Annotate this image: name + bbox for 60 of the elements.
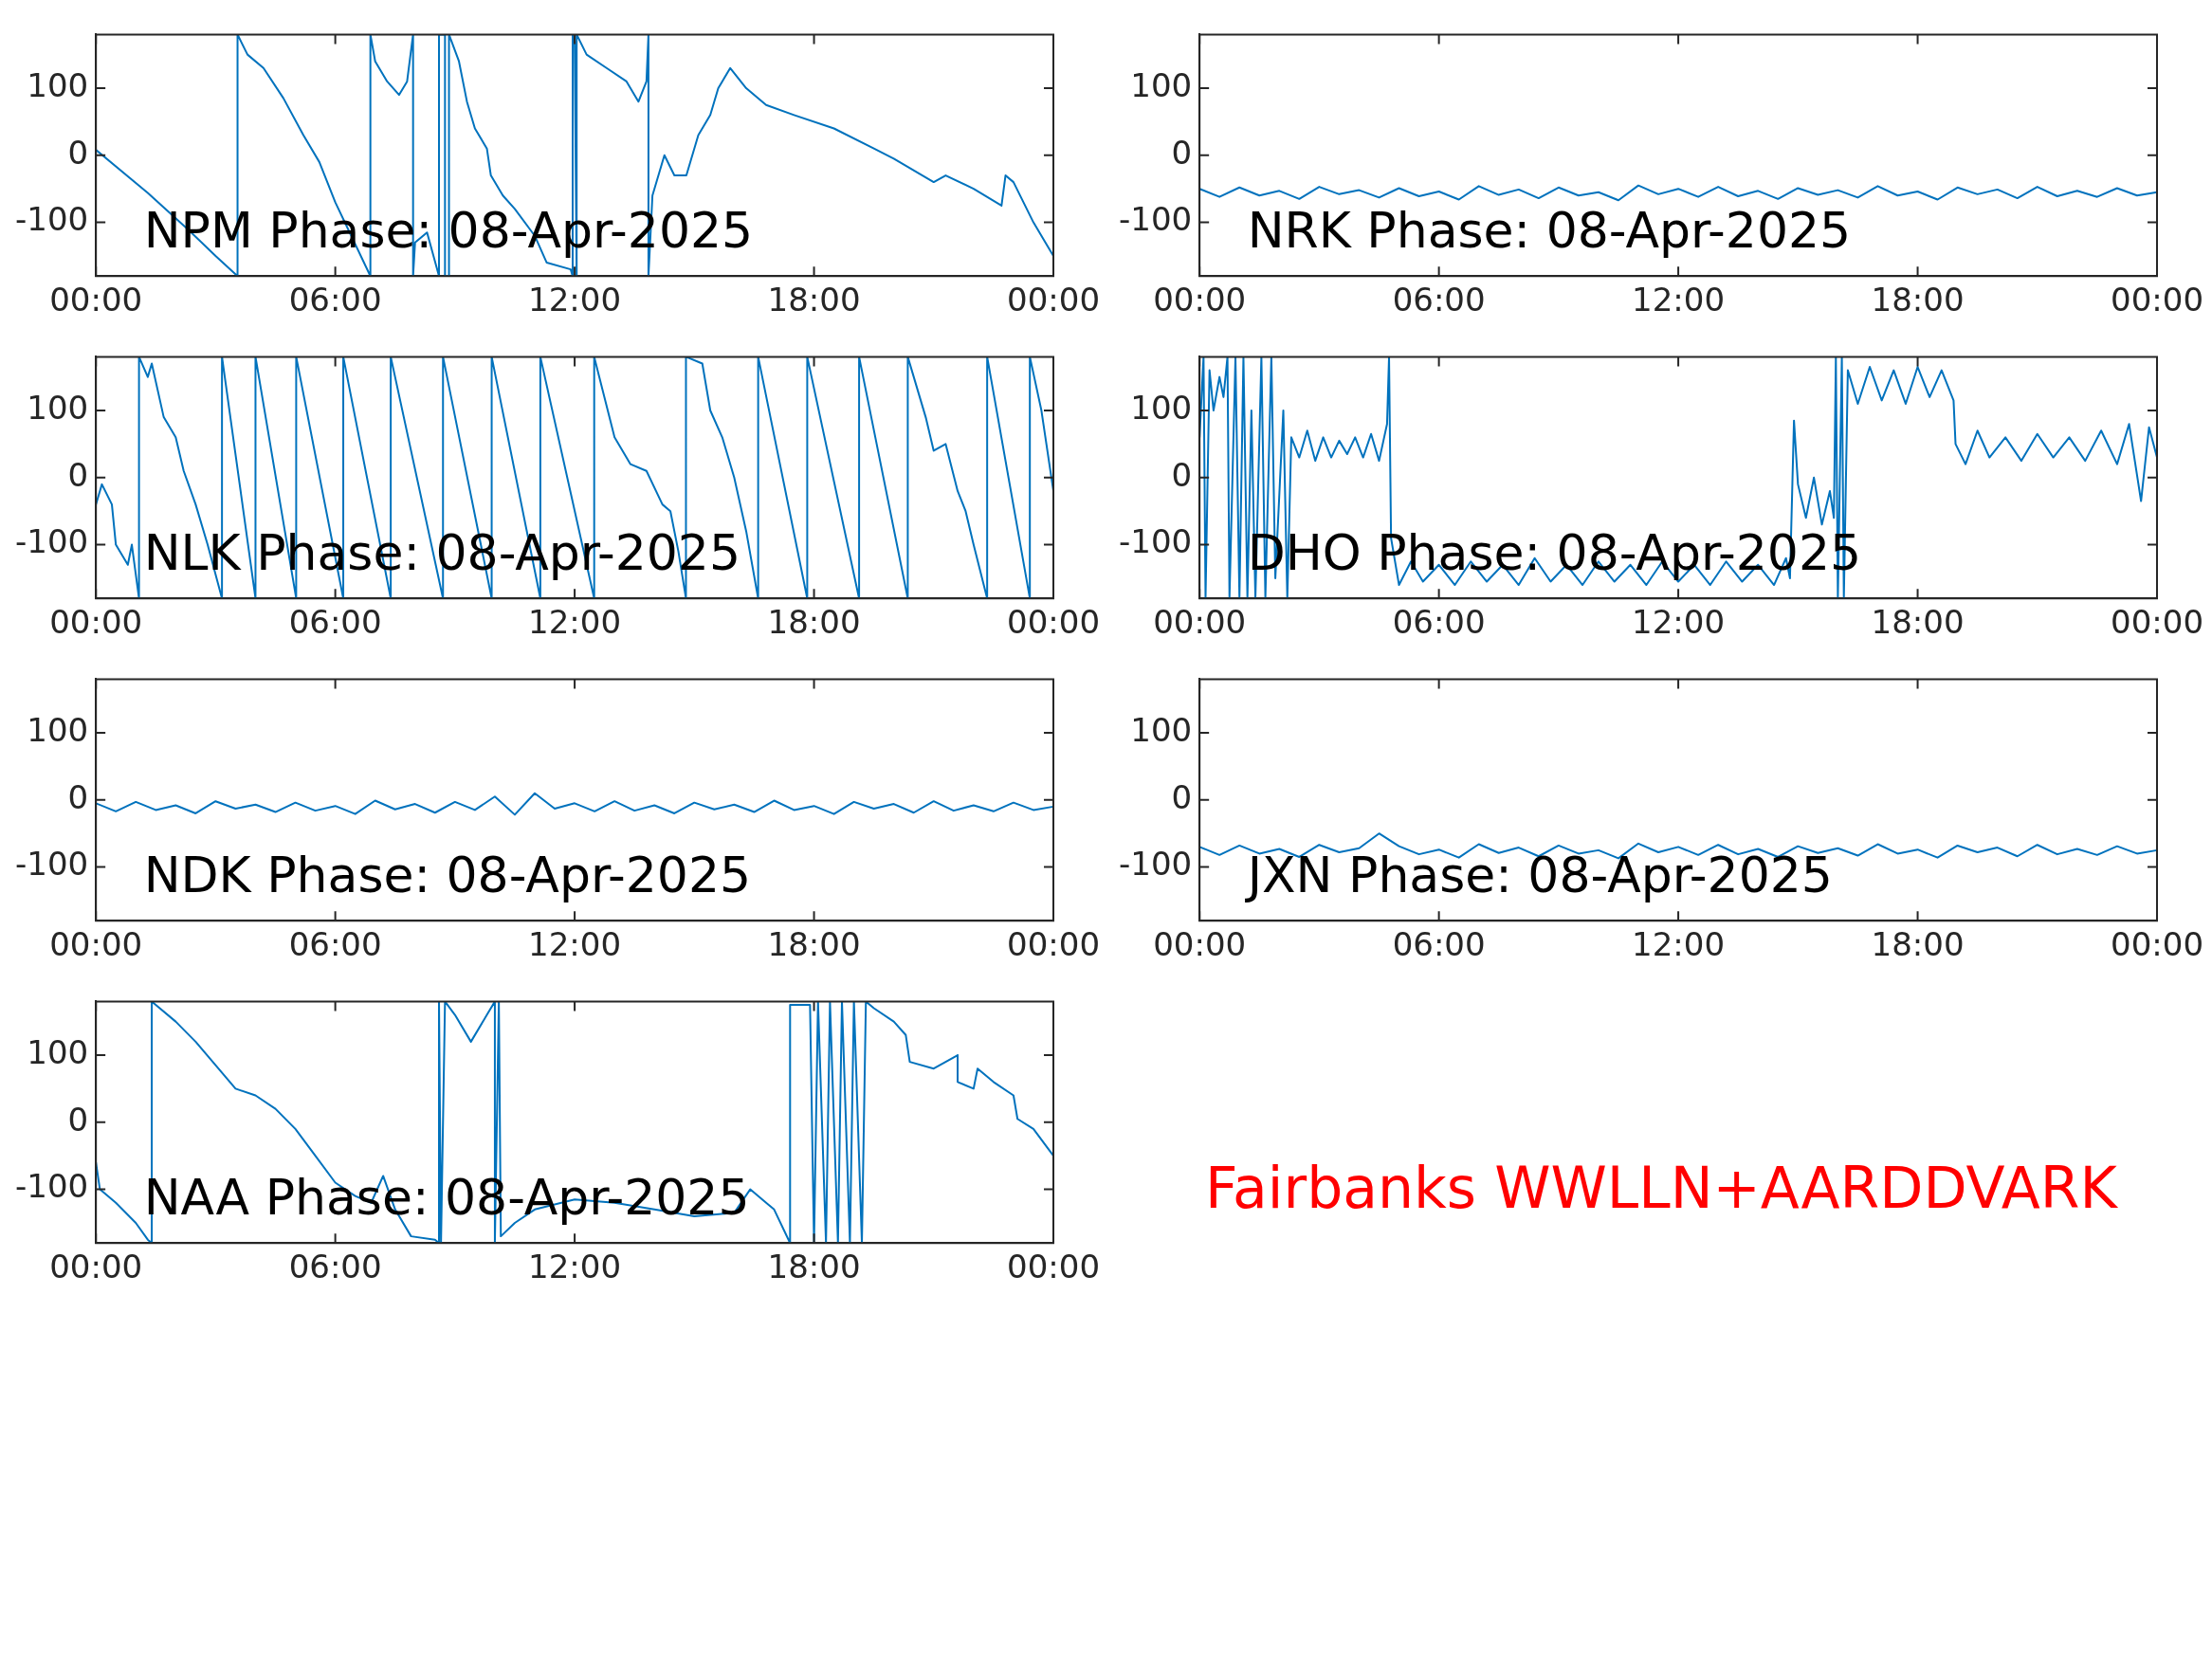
- x-tick-label: 12:00: [528, 925, 622, 964]
- x-tick-label: 00:00: [1007, 603, 1100, 642]
- x-tick-label: 06:00: [288, 603, 382, 642]
- x-tick-label: 12:00: [528, 1248, 622, 1286]
- y-tick-label: 100: [27, 710, 89, 749]
- y-tick-label: -100: [14, 522, 89, 561]
- x-tick-label: 00:00: [1153, 281, 1247, 319]
- y-tick-label: 100: [1130, 65, 1193, 104]
- x-tick-label: 00:00: [2111, 281, 2203, 319]
- y-tick-label: 0: [67, 777, 89, 816]
- text: JXN Phase: 08-Apr-2025: [1244, 846, 1833, 903]
- x-tick-label: 06:00: [288, 925, 382, 964]
- x-tick-label: 00:00: [2111, 603, 2203, 642]
- x-tick-label: 12:00: [1632, 603, 1726, 642]
- x-tick-label: 06:00: [288, 1248, 382, 1286]
- x-tick-label: 12:00: [528, 603, 622, 642]
- y-tick-label: -100: [1118, 845, 1193, 884]
- y-tick-label: 100: [27, 1032, 89, 1071]
- x-tick-label: 00:00: [49, 925, 143, 964]
- x-tick-label: 18:00: [767, 925, 861, 964]
- x-tick-label: 00:00: [1007, 925, 1100, 964]
- y-tick-label: 0: [1171, 133, 1193, 172]
- y-tick-label: 100: [1130, 388, 1193, 427]
- y-tick-label: -100: [14, 200, 89, 239]
- text: NDK Phase: 08-Apr-2025: [143, 846, 752, 903]
- x-tick-label: 18:00: [767, 603, 861, 642]
- x-tick-label: 18:00: [1871, 281, 1965, 319]
- x-tick-label: 00:00: [1153, 925, 1247, 964]
- x-tick-label: 18:00: [767, 1248, 861, 1286]
- x-tick-label: 00:00: [49, 281, 143, 319]
- x-tick-label: 18:00: [1871, 925, 1965, 964]
- y-tick-label: 100: [1130, 710, 1193, 749]
- x-tick-label: 06:00: [1392, 925, 1486, 964]
- y-tick-label: 100: [27, 65, 89, 104]
- y-tick-label: 0: [1171, 455, 1193, 494]
- x-tick-label: 00:00: [1153, 603, 1247, 642]
- x-tick-label: 00:00: [1007, 281, 1100, 319]
- y-tick-label: 0: [67, 133, 89, 172]
- y-tick-label: 100: [27, 388, 89, 427]
- x-tick-label: 00:00: [1007, 1248, 1100, 1286]
- y-tick-label: 0: [67, 455, 89, 494]
- x-tick-label: 18:00: [1871, 603, 1965, 642]
- x-tick-label: 06:00: [288, 281, 382, 319]
- y-tick-label: -100: [1118, 200, 1193, 239]
- x-tick-label: 18:00: [767, 281, 861, 319]
- x-tick-label: 12:00: [1632, 925, 1726, 964]
- y-tick-label: -100: [14, 845, 89, 884]
- x-tick-label: 00:00: [49, 603, 143, 642]
- y-tick-label: -100: [1118, 522, 1193, 561]
- x-tick-label: 12:00: [1632, 281, 1726, 319]
- y-tick-label: 0: [1171, 777, 1193, 816]
- x-tick-label: 06:00: [1392, 281, 1486, 319]
- text: NRK Phase: 08-Apr-2025: [1247, 201, 1852, 259]
- text: Fairbanks WWLLN+AARDDVARK: [1205, 1155, 2117, 1221]
- x-tick-label: 12:00: [528, 281, 622, 319]
- y-tick-label: -100: [14, 1167, 89, 1206]
- x-tick-label: 00:00: [49, 1248, 143, 1286]
- y-tick-label: 0: [67, 1100, 89, 1139]
- x-tick-label: 00:00: [2111, 925, 2203, 964]
- x-tick-label: 06:00: [1392, 603, 1486, 642]
